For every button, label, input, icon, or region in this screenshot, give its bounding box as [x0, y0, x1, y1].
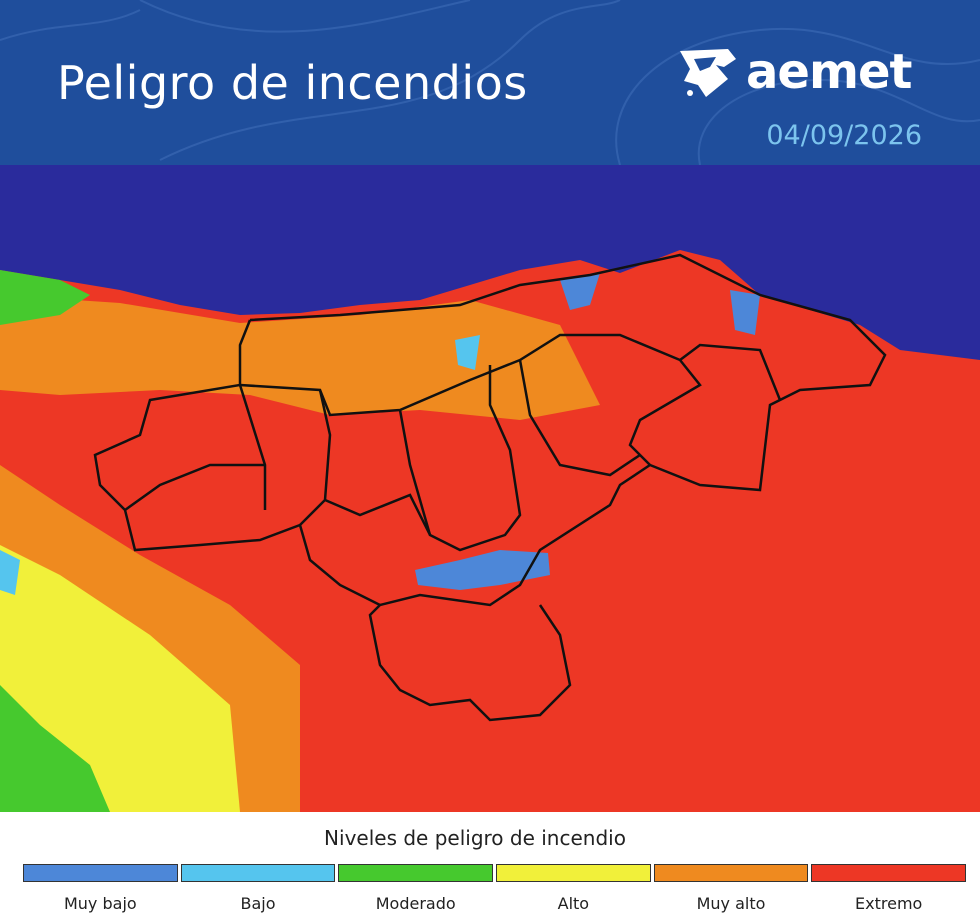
- legend: Muy bajo Bajo Moderado Alto Muy alto Extremo: [23, 864, 969, 913]
- legend-label: Muy alto: [696, 894, 766, 913]
- title: Peligro de incendios: [57, 56, 528, 110]
- legend-swatch: [23, 864, 178, 882]
- legend-label: Bajo: [240, 894, 276, 913]
- blue-zone: [560, 273, 760, 335]
- green-zone: [0, 270, 90, 325]
- legend-item: Bajo: [180, 864, 336, 913]
- legend-label: Moderado: [375, 894, 456, 913]
- legend-swatch: [496, 864, 651, 882]
- blue-zone: [415, 550, 550, 590]
- legend-swatch: [653, 864, 809, 882]
- brand-name: aemet: [746, 44, 912, 100]
- region-borders: [93, 253, 887, 722]
- green-zone: [0, 685, 110, 812]
- legend-label: Alto: [557, 894, 590, 913]
- legend-item: Extremo: [811, 864, 967, 913]
- brand: aemet: [676, 44, 912, 100]
- brand-logo: [680, 49, 736, 97]
- legend-swatch: [338, 864, 494, 882]
- header: Peligro de incendios aemet 04/09/2026: [0, 0, 980, 165]
- legend-swatch: [180, 864, 336, 882]
- legend-swatch: [811, 864, 967, 882]
- header-decoration: [0, 0, 980, 165]
- date: 04/09/2026: [766, 120, 922, 151]
- legend-label: Extremo: [855, 894, 923, 913]
- legend-title: Niveles de peligro de incendio: [324, 826, 626, 850]
- legend-item: Muy alto: [653, 864, 809, 913]
- legend-label: Muy bajo: [63, 894, 137, 913]
- legend-item: Muy bajo: [23, 864, 178, 913]
- legend-item: Alto: [496, 864, 651, 913]
- legend-item: Moderado: [338, 864, 494, 913]
- map: [0, 165, 980, 812]
